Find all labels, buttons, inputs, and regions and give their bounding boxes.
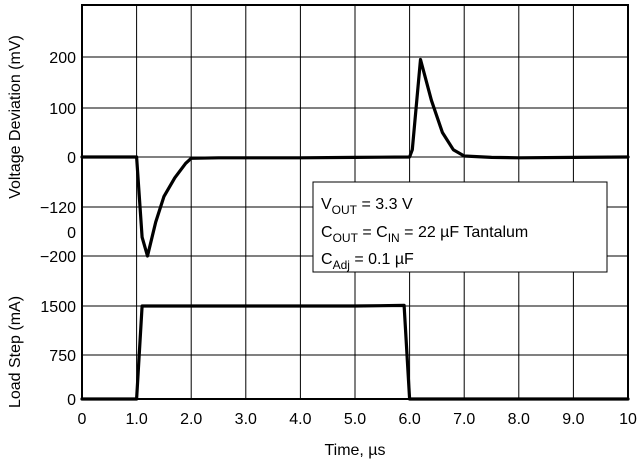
x-tick-labels: 0 1.0 2.0 3.0 4.0 5.0 6.0 7.0 8.0 9.0 10 — [78, 411, 637, 428]
annotation-subscript: OUT — [333, 231, 359, 245]
y-tick-label-voltage: −200 — [40, 249, 76, 266]
annotation-line: CAdj = 0.1 µF — [321, 251, 414, 272]
annotation-text-run: C — [321, 224, 333, 241]
y-tick-label-load: 750 — [49, 348, 76, 365]
y-tick-label-voltage: 100 — [49, 101, 76, 118]
annotation-text-run: = 22 µF Tantalum — [400, 224, 529, 241]
x-tick-label: 10 — [619, 411, 637, 428]
y-axis-title-load: Load Step (mA) — [7, 296, 24, 408]
y-tick-label-voltage: 0 — [67, 225, 76, 242]
voltage-deviation-line — [80, 57, 630, 258]
x-tick-label: 8.0 — [508, 411, 530, 428]
x-tick-label: 7.0 — [453, 411, 475, 428]
annotation-text-run: V — [321, 196, 332, 213]
series-lines — [80, 57, 630, 401]
load-step-line — [80, 303, 630, 401]
annotation-subscript: IN — [388, 231, 400, 245]
y-tick-label-load: 1500 — [40, 299, 76, 316]
x-tick-label: 4.0 — [289, 411, 311, 428]
annotation-subscript: OUT — [332, 203, 358, 217]
annotation-subscript: Adj — [333, 258, 350, 272]
annotation-text-run: = 0.1 µF — [350, 251, 414, 268]
y-tick-labels: 200 100 0 −120 0 −200 1500 750 0 — [40, 50, 76, 409]
annotation-line: VOUT = 3.3 V — [321, 196, 413, 217]
x-tick-label: 5.0 — [344, 411, 366, 428]
x-tick-label: 2.0 — [180, 411, 202, 428]
annotation-line: COUT = CIN = 22 µF Tantalum — [321, 224, 528, 245]
y-tick-label-voltage: 200 — [49, 50, 76, 67]
annotation-text-run: = 3.3 V — [357, 196, 413, 213]
y-tick-label-voltage: 0 — [67, 150, 76, 167]
y-tick-label-voltage: −120 — [40, 200, 76, 217]
annotation-text-run: C — [321, 251, 333, 268]
x-tick-label: 1.0 — [125, 411, 147, 428]
annotation-text-run: = C — [358, 224, 388, 241]
y-tick-label-load: 0 — [67, 392, 76, 409]
x-tick-label: 3.0 — [235, 411, 257, 428]
annotation-frame — [312, 181, 608, 273]
x-tick-label: 9.0 — [562, 411, 584, 428]
plot-frame — [81, 4, 629, 400]
y-axis-title-voltage: Voltage Deviation (mV) — [7, 35, 24, 199]
x-tick-label: 0 — [78, 411, 87, 428]
x-tick-label: 6.0 — [398, 411, 420, 428]
x-axis-title: Time, µs — [324, 442, 385, 459]
